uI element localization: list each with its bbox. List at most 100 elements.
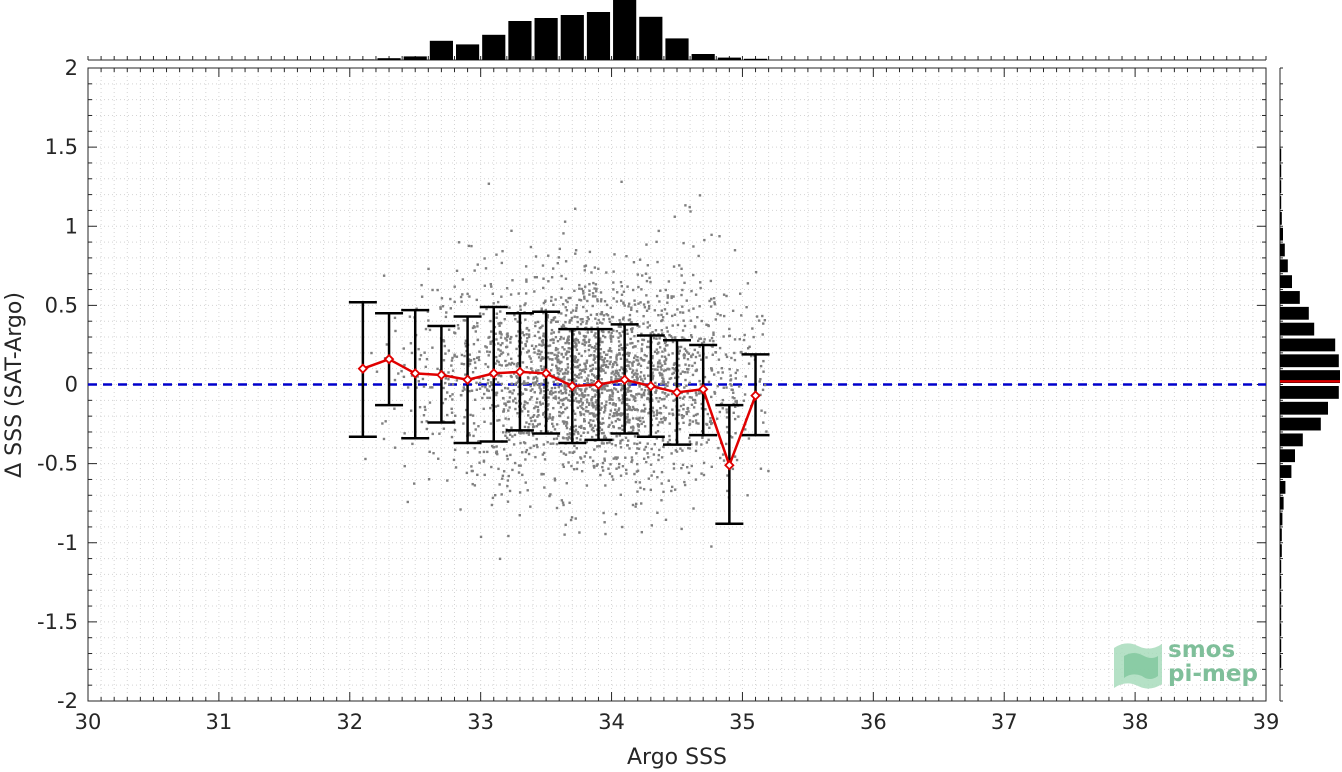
scatter-point <box>525 421 528 424</box>
scatter-point <box>553 386 557 390</box>
scatter-point <box>557 373 561 376</box>
scatter-point <box>498 557 502 561</box>
scatter-point <box>677 375 680 379</box>
scatter-point <box>494 332 497 335</box>
scatter-point <box>611 395 614 398</box>
scatter-point <box>688 419 692 422</box>
scatter-point <box>536 445 539 449</box>
scatter-point <box>601 334 605 338</box>
scatter-point <box>680 466 683 470</box>
scatter-point <box>730 356 733 360</box>
scatter-point <box>731 388 734 392</box>
scatter-point <box>554 395 557 398</box>
scatter-point <box>561 463 565 466</box>
scatter-point <box>702 473 706 477</box>
scatter-point <box>527 333 531 336</box>
scatter-point <box>488 396 492 400</box>
scatter-point <box>683 395 686 399</box>
scatter-point <box>663 308 667 311</box>
scatter-point <box>669 335 673 338</box>
mean-marker <box>645 380 657 392</box>
scatter-point <box>664 362 667 366</box>
scatter-point <box>573 378 576 381</box>
scatter-point <box>531 434 535 437</box>
scatter-point <box>524 481 527 484</box>
scatter-point <box>479 535 483 539</box>
scatter-point <box>557 367 561 370</box>
scatter-point <box>681 416 684 420</box>
scatter-point <box>605 441 609 445</box>
scatter-point <box>444 377 447 380</box>
top-histogram-bar <box>482 34 506 60</box>
scatter-point <box>438 432 441 435</box>
binned-mean-series <box>357 353 761 471</box>
scatter-point <box>664 358 668 362</box>
scatter-point <box>469 413 472 417</box>
scatter-point <box>603 521 606 524</box>
scatter-point <box>541 324 544 327</box>
scatter-point <box>710 369 714 372</box>
scatter-point <box>595 290 598 293</box>
scatter-point <box>511 435 514 438</box>
y-tick-label: -0.5 <box>37 452 78 476</box>
scatter-point <box>525 431 528 435</box>
scatter-point <box>626 444 629 447</box>
scatter-point <box>709 305 713 308</box>
scatter-point <box>661 436 665 440</box>
scatter-point <box>578 388 581 391</box>
scatter-point <box>657 229 660 233</box>
scatter-point <box>721 407 724 410</box>
scatter-point <box>690 289 693 293</box>
scatter-point <box>604 484 607 487</box>
scatter-point <box>593 448 596 451</box>
scatter-point <box>463 354 466 358</box>
scatter-point <box>705 356 708 359</box>
scatter-point <box>698 379 701 383</box>
scatter-point <box>548 344 552 347</box>
scatter-point <box>614 419 618 423</box>
scatter-point <box>649 463 653 466</box>
scatter-point <box>612 363 615 366</box>
scatter-point <box>644 407 647 410</box>
scatter-point <box>420 295 424 298</box>
scatter-point <box>687 352 690 355</box>
scatter-point <box>448 382 451 386</box>
scatter-point <box>532 414 536 417</box>
scatter-point <box>468 353 472 356</box>
scatter-point <box>452 458 456 462</box>
scatter-point <box>617 466 621 469</box>
scatter-point <box>487 389 491 393</box>
scatter-point <box>631 371 634 374</box>
scatter-point <box>581 369 584 373</box>
scatter-point <box>531 415 535 419</box>
scatter-point <box>635 470 639 473</box>
scatter-point <box>643 377 647 380</box>
scatter-point <box>615 457 618 461</box>
scatter-point <box>506 335 510 338</box>
scatter-point <box>701 436 704 440</box>
scatter-point <box>547 351 550 355</box>
y-tick-label: -1 <box>57 531 78 555</box>
scatter-point <box>585 405 588 409</box>
scatter-point <box>692 307 695 310</box>
scatter-point <box>619 439 622 443</box>
scatter-point <box>501 249 504 253</box>
scatter-point <box>445 413 449 417</box>
scatter-point <box>610 421 614 424</box>
scatter-point <box>697 254 700 258</box>
scatter-point <box>505 454 509 458</box>
scatter-point <box>534 455 537 459</box>
scatter-point <box>595 464 598 467</box>
scatter-point <box>618 353 621 356</box>
scatter-point <box>587 403 591 406</box>
scatter-point <box>489 282 493 286</box>
scatter-point <box>573 430 577 433</box>
scatter-point <box>678 428 682 431</box>
scatter-point <box>539 390 543 393</box>
scatter-point <box>599 312 602 316</box>
scatter-point <box>551 267 555 270</box>
scatter-point <box>647 304 651 308</box>
scatter-point <box>691 373 695 377</box>
scatter-point <box>527 426 530 429</box>
scatter-point <box>478 451 481 454</box>
